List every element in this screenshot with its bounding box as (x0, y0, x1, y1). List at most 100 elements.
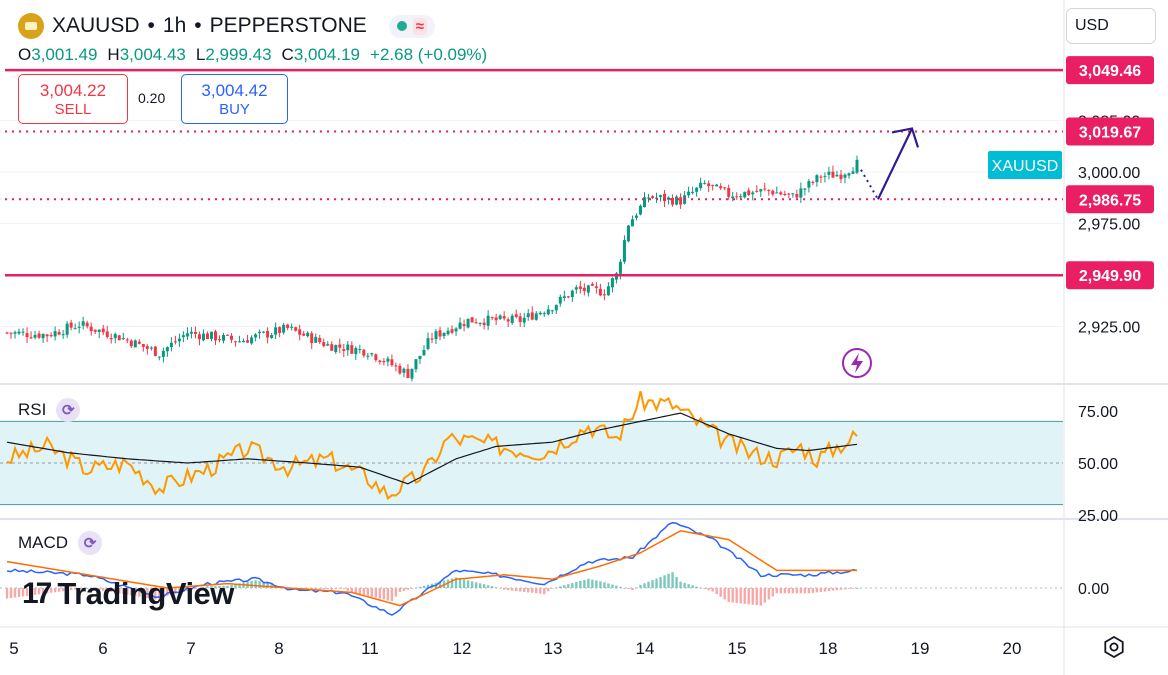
tradingview-logo-icon: 17 (22, 577, 52, 610)
candle-body (482, 322, 486, 326)
candle-body (77, 326, 81, 328)
macd-histogram-bar (647, 581, 650, 588)
candle-body (775, 192, 779, 194)
candle-body (49, 335, 53, 337)
macd-histogram-bar (346, 588, 350, 591)
macd-pane-label[interactable]: MACD ⟳ (18, 531, 103, 555)
macd-histogram-bar (547, 588, 550, 592)
candle-body (193, 331, 197, 334)
time-axis-tick: 11 (361, 639, 379, 658)
candle-body (494, 317, 498, 321)
refresh-icon[interactable]: ⟳ (56, 398, 81, 422)
refresh-icon[interactable]: ⟳ (78, 531, 103, 555)
candle-body (739, 196, 743, 198)
level-tag (1066, 185, 1154, 214)
settings-gear-icon[interactable] (1103, 636, 1125, 658)
macd-histogram-bar (25, 588, 29, 596)
macd-histogram-bar (394, 588, 398, 597)
macd-histogram-bar (186, 588, 189, 592)
candle-body (238, 341, 242, 343)
level-tag-label: 3,049.46 (1079, 63, 1141, 80)
macd-histogram-bar (118, 588, 121, 594)
buy-button[interactable]: 3,004.42 BUY (181, 74, 288, 124)
candle-body (759, 189, 763, 192)
macd-histogram-bar (474, 582, 478, 588)
candle-body (25, 333, 29, 338)
macd-histogram-bar (563, 585, 566, 588)
currency-button[interactable]: USD (1066, 8, 1156, 44)
sell-price: 3,004.22 (39, 80, 107, 100)
macd-histogram-bar (206, 586, 209, 588)
macd-histogram-bar (110, 588, 113, 593)
candle-body (117, 335, 121, 341)
symbol-header[interactable]: XAUUSD • 1h • PEPPERSTONE ≈ (18, 12, 436, 40)
level-tag-label: 2,949.90 (1079, 268, 1141, 285)
macd-histogram-bar (262, 582, 265, 588)
rsi-band (0, 421, 1063, 505)
candle-body (643, 197, 646, 208)
macd-histogram-bar (122, 588, 125, 595)
macd-histogram-bar (543, 588, 546, 595)
sell-button[interactable]: 3,004.22 SELL (18, 74, 128, 124)
price-axis-tick: 2,925.00 (1078, 320, 1140, 337)
candle-body (101, 328, 105, 333)
interval[interactable]: 1h (162, 14, 187, 37)
macd-histogram-bar (342, 588, 345, 589)
macd-histogram-bar (506, 588, 510, 591)
market-status-pill[interactable]: ≈ (388, 14, 436, 38)
candle-body (679, 197, 683, 205)
candle-body (647, 197, 651, 199)
macd-histogram-bar (254, 580, 257, 588)
candle-body (510, 315, 514, 324)
candle-body (811, 181, 815, 183)
macd-histogram-bar (158, 588, 161, 601)
candle-body (691, 191, 695, 193)
candle-body (715, 184, 719, 187)
candle-body (169, 342, 173, 348)
candle-body (5, 332, 9, 334)
macd-histogram-bar (65, 588, 69, 591)
candle-body (542, 313, 546, 315)
time-axis-tick: 15 (728, 639, 747, 658)
macd-histogram-bar (17, 588, 21, 597)
time-axis-tick: 7 (186, 639, 195, 658)
macd-histogram-bar (414, 587, 418, 589)
macd-histogram-bar (567, 584, 570, 588)
macd-histogram-bar (49, 588, 53, 593)
candle-body (201, 333, 205, 341)
candle-body (783, 194, 787, 196)
macd-histogram-bar (811, 588, 815, 593)
macd-histogram-bar (831, 588, 835, 591)
candle-body (582, 287, 586, 292)
rsi-pane-label[interactable]: RSI ⟳ (18, 398, 81, 422)
macd-histogram-bar (406, 588, 410, 590)
candle-body (430, 338, 434, 340)
candle-body (803, 188, 807, 190)
candle-body (322, 342, 326, 347)
rsi-axis-tick: 25.00 (1078, 508, 1118, 525)
candle-body (338, 344, 342, 348)
candle-body (85, 322, 89, 327)
macd-histogram-bar (667, 573, 670, 588)
macd-histogram-bar (482, 584, 486, 588)
macd-histogram-bar (663, 575, 666, 588)
macd-histogram-bar (615, 585, 618, 588)
macd-histogram-bar (214, 586, 217, 588)
candle-body (161, 350, 165, 357)
candle-body (173, 341, 177, 343)
candle-body (205, 333, 209, 339)
high-value: 3,004.43 (119, 45, 186, 64)
candle-body (550, 310, 554, 312)
macd-histogram-bar (150, 588, 153, 599)
candle-body (37, 333, 41, 338)
candle-body (93, 329, 97, 332)
symbol-name[interactable]: XAUUSD (52, 14, 140, 37)
candle-body (105, 331, 109, 337)
macd-histogram-bar (743, 588, 746, 604)
macd-histogram-bar (426, 584, 430, 588)
price-axis-tick: 3,000.00 (1078, 165, 1140, 182)
candle-body (230, 335, 234, 340)
candle-body (566, 296, 570, 298)
candle-body (671, 197, 675, 205)
